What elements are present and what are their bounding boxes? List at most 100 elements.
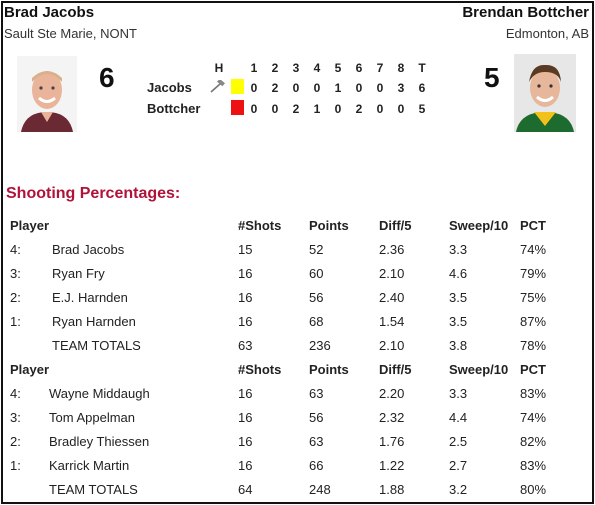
home-total: 6 xyxy=(418,81,426,95)
hammer-icon xyxy=(209,78,225,99)
row-player-name: TEAM TOTALS xyxy=(52,338,141,353)
away-stone-color xyxy=(231,100,244,115)
shooting-percentages-title: Shooting Percentages: xyxy=(6,185,180,203)
row-position: 2: xyxy=(10,290,21,305)
row-points: 56 xyxy=(309,290,324,305)
home-header-pct: PCT xyxy=(520,218,546,233)
row-player-name: Bradley Thiessen xyxy=(49,434,150,449)
away-header-points: Points xyxy=(309,362,349,377)
row-diff: 2.36 xyxy=(379,242,405,257)
row-shots: 64 xyxy=(238,482,253,497)
row-shots: 16 xyxy=(238,314,253,329)
row-diff: 2.10 xyxy=(379,266,405,281)
row-shots: 15 xyxy=(238,242,253,257)
row-shots: 16 xyxy=(238,266,253,281)
row-pct: 83% xyxy=(520,458,547,473)
row-sweep: 3.5 xyxy=(449,290,468,305)
row-sweep: 3.5 xyxy=(449,314,468,329)
away-team-short-name: Bottcher xyxy=(147,101,201,116)
row-player-name: Karrick Martin xyxy=(49,458,130,473)
end-7-header: 7 xyxy=(376,61,384,75)
end-8-header: 8 xyxy=(397,61,405,75)
row-pct: 87% xyxy=(520,314,547,329)
away-total: 5 xyxy=(418,102,426,116)
total-header: T xyxy=(418,61,426,75)
row-position: 3: xyxy=(10,410,21,425)
row-position: 2: xyxy=(10,434,21,449)
home-stone-color xyxy=(231,79,244,94)
home-header-shots: #Shots xyxy=(238,218,282,233)
row-pct: 78% xyxy=(520,338,547,353)
row-pct: 74% xyxy=(520,410,547,425)
row-diff: 2.20 xyxy=(379,386,405,401)
home-end-2: 2 xyxy=(271,81,279,95)
row-pct: 75% xyxy=(520,290,547,305)
row-points: 60 xyxy=(309,266,324,281)
home-team-location: Sault Ste Marie, NONT xyxy=(4,26,137,41)
away-end-7: 0 xyxy=(376,102,384,116)
row-pct: 74% xyxy=(520,242,547,257)
end-3-header: 3 xyxy=(292,61,300,75)
away-end-6: 2 xyxy=(355,102,363,116)
away-header-shots: #Shots xyxy=(238,362,282,377)
away-end-2: 0 xyxy=(271,102,279,116)
row-player-name: Wayne Middaugh xyxy=(49,386,150,401)
home-total-score: 6 xyxy=(99,62,115,93)
row-shots: 16 xyxy=(238,290,253,305)
away-end-4: 1 xyxy=(313,102,321,116)
home-end-8: 3 xyxy=(397,81,405,95)
home-header-diff: Diff/5 xyxy=(379,218,412,233)
row-sweep: 2.5 xyxy=(449,434,468,449)
row-player-name: Ryan Harnden xyxy=(52,314,136,329)
end-5-header: 5 xyxy=(334,61,342,75)
row-pct: 83% xyxy=(520,386,547,401)
home-header-player: Player xyxy=(10,218,50,233)
home-team-name: Brad Jacobs xyxy=(4,4,95,21)
row-player-name: TEAM TOTALS xyxy=(49,482,138,497)
away-total-score: 5 xyxy=(484,62,500,93)
row-sweep: 3.3 xyxy=(449,242,468,257)
row-position: 4: xyxy=(10,386,21,401)
away-end-5: 0 xyxy=(334,102,342,116)
row-position: 4: xyxy=(10,242,21,257)
row-shots: 16 xyxy=(238,434,253,449)
home-skip-photo xyxy=(17,56,77,132)
row-shots: 16 xyxy=(238,386,253,401)
away-end-3: 2 xyxy=(292,102,300,116)
home-end-7: 0 xyxy=(376,81,384,95)
row-sweep: 4.6 xyxy=(449,266,468,281)
end-1-header: 1 xyxy=(250,61,258,75)
home-end-3: 0 xyxy=(292,81,300,95)
row-sweep: 3.3 xyxy=(449,386,468,401)
end-6-header: 6 xyxy=(355,61,363,75)
shooting-title-colon: : xyxy=(174,185,181,202)
row-position: 1: xyxy=(10,458,21,473)
row-sweep: 4.4 xyxy=(449,410,468,425)
row-points: 248 xyxy=(309,482,331,497)
row-points: 236 xyxy=(309,338,331,353)
row-position: 1: xyxy=(10,314,21,329)
row-diff: 2.32 xyxy=(379,410,405,425)
row-diff: 1.22 xyxy=(379,458,405,473)
row-player-name: Ryan Fry xyxy=(52,266,105,281)
away-skip-photo xyxy=(514,54,576,132)
home-end-6: 0 xyxy=(355,81,363,95)
hammer-column-header: H xyxy=(214,61,224,75)
home-end-5: 1 xyxy=(334,81,342,95)
away-header-sweep: Sweep/10 xyxy=(449,362,509,377)
row-position: 3: xyxy=(10,266,21,281)
row-sweep: 2.7 xyxy=(449,458,468,473)
end-2-header: 2 xyxy=(271,61,279,75)
home-team-short-name: Jacobs xyxy=(147,80,192,95)
row-points: 52 xyxy=(309,242,324,257)
row-sweep: 3.8 xyxy=(449,338,468,353)
row-pct: 79% xyxy=(520,266,547,281)
end-4-header: 4 xyxy=(313,61,321,75)
row-pct: 80% xyxy=(520,482,547,497)
row-player-name: E.J. Harnden xyxy=(52,290,128,305)
row-diff: 1.76 xyxy=(379,434,405,449)
row-points: 56 xyxy=(309,410,324,425)
row-points: 66 xyxy=(309,458,324,473)
away-header-diff: Diff/5 xyxy=(379,362,412,377)
